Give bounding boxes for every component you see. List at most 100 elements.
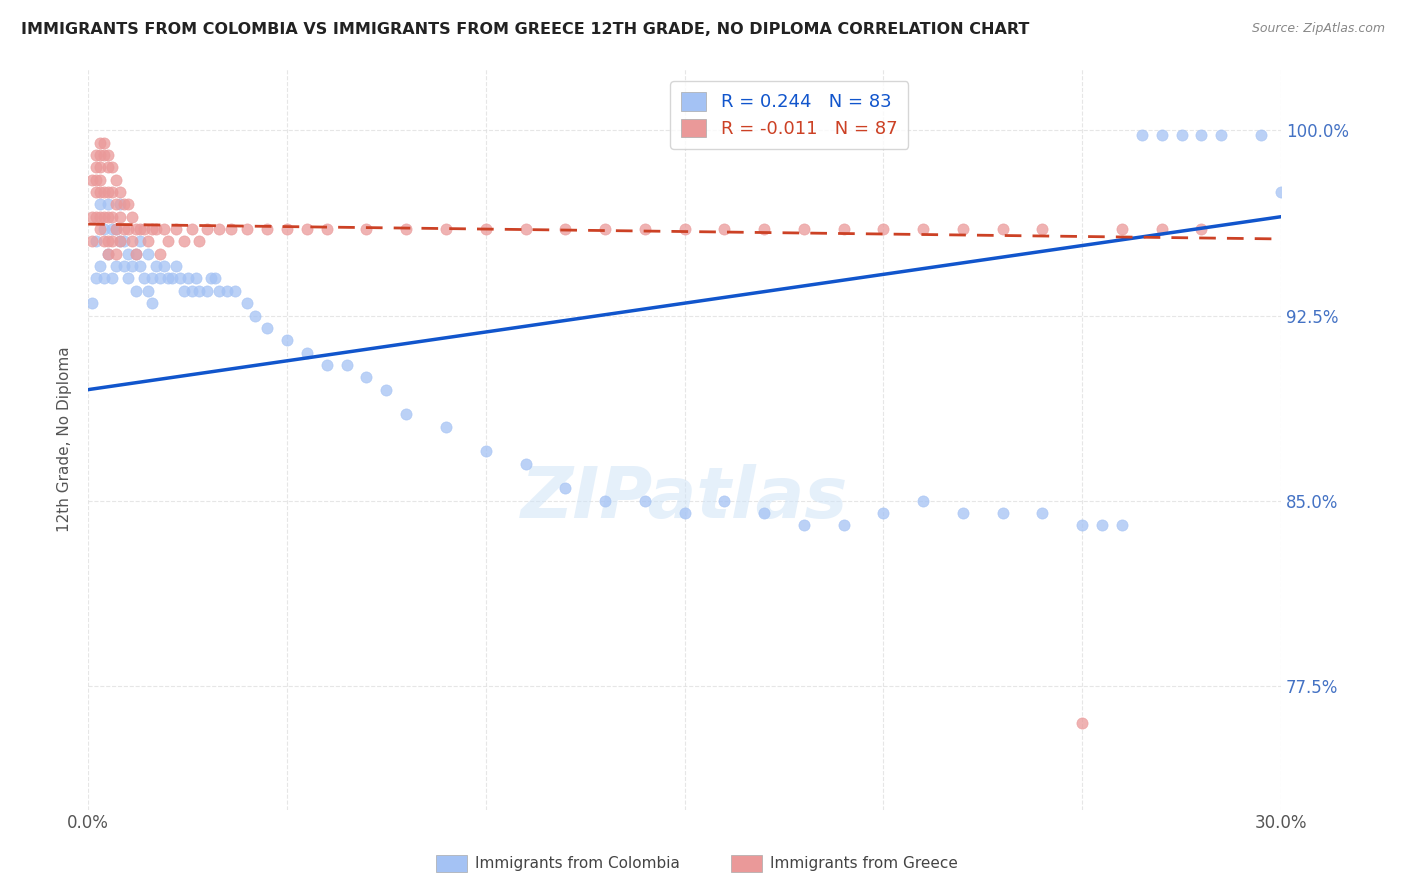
Point (793, 518, 815, 533)
Point (152, 259, 174, 273)
Text: Source: ZipAtlas.com: Source: ZipAtlas.com (1251, 22, 1385, 36)
Point (121, 259, 143, 273)
Point (204, 271, 226, 285)
Point (104, 259, 127, 273)
Point (108, 235, 131, 249)
Point (125, 222, 148, 236)
Point (1150, 222, 1173, 236)
Point (82, 235, 104, 249)
Point (188, 235, 211, 249)
Point (173, 235, 195, 249)
Point (1170, 128, 1192, 143)
Point (128, 235, 150, 249)
Point (673, 222, 696, 236)
Point (93, 136, 115, 150)
Point (136, 247, 159, 261)
Point (141, 271, 163, 285)
Text: ZIPatlas: ZIPatlas (520, 464, 848, 533)
Point (117, 271, 139, 285)
Point (104, 172, 127, 186)
Point (93, 271, 115, 285)
Point (108, 185, 131, 199)
Point (474, 222, 496, 236)
Point (89, 197, 111, 211)
Point (108, 210, 131, 224)
Point (101, 185, 124, 199)
Point (315, 222, 337, 236)
Point (112, 235, 135, 249)
Point (1071, 716, 1094, 731)
Point (97, 210, 120, 224)
Point (176, 271, 198, 285)
Point (97, 197, 120, 211)
Point (104, 222, 127, 236)
Point (97, 185, 120, 199)
Text: IMMIGRANTS FROM COLOMBIA VS IMMIGRANTS FROM GREECE 12TH GRADE, NO DIPLOMA CORREL: IMMIGRANTS FROM COLOMBIA VS IMMIGRANTS F… (21, 22, 1029, 37)
Point (101, 271, 124, 285)
Point (93, 185, 115, 199)
Point (104, 222, 127, 236)
Point (84, 235, 107, 249)
Point (145, 259, 167, 273)
Point (84, 148, 107, 162)
Point (713, 493, 735, 508)
Point (434, 419, 457, 434)
Point (1111, 518, 1133, 533)
Point (752, 506, 775, 520)
Point (141, 222, 163, 236)
Point (197, 284, 219, 298)
Point (336, 358, 359, 372)
Point (93, 210, 115, 224)
Point (84, 271, 107, 285)
Point (101, 161, 124, 175)
Point (101, 235, 124, 249)
Point (112, 197, 135, 211)
Point (145, 222, 167, 236)
Point (593, 493, 616, 508)
Point (149, 271, 172, 285)
Point (89, 172, 111, 186)
Point (112, 222, 135, 236)
Point (125, 247, 148, 261)
Point (793, 222, 815, 236)
Point (1250, 128, 1272, 143)
Point (991, 222, 1014, 236)
Point (952, 506, 974, 520)
Point (395, 222, 418, 236)
Point (89, 148, 111, 162)
Point (200, 271, 222, 285)
Point (108, 235, 131, 249)
Point (117, 247, 139, 261)
Point (356, 222, 378, 236)
Point (93, 148, 115, 162)
Point (169, 271, 191, 285)
Point (165, 259, 187, 273)
Point (673, 506, 696, 520)
Point (1191, 128, 1213, 143)
Point (89, 185, 111, 199)
Point (117, 222, 139, 236)
Point (474, 444, 496, 458)
Point (832, 222, 855, 236)
Point (1150, 128, 1173, 143)
Point (97, 161, 120, 175)
Point (136, 235, 159, 249)
Point (89, 161, 111, 175)
Point (1091, 518, 1114, 533)
Point (97, 247, 120, 261)
Point (93, 222, 115, 236)
Y-axis label: 12th Grade, No Diploma: 12th Grade, No Diploma (58, 346, 72, 532)
Point (991, 506, 1014, 520)
Point (97, 148, 120, 162)
Point (375, 383, 398, 397)
Point (208, 222, 231, 236)
Point (1071, 518, 1094, 533)
Point (515, 457, 537, 471)
Point (97, 247, 120, 261)
Point (276, 333, 298, 347)
Point (872, 506, 894, 520)
Point (912, 493, 935, 508)
Point (184, 271, 207, 285)
Point (952, 222, 974, 236)
Point (634, 493, 657, 508)
